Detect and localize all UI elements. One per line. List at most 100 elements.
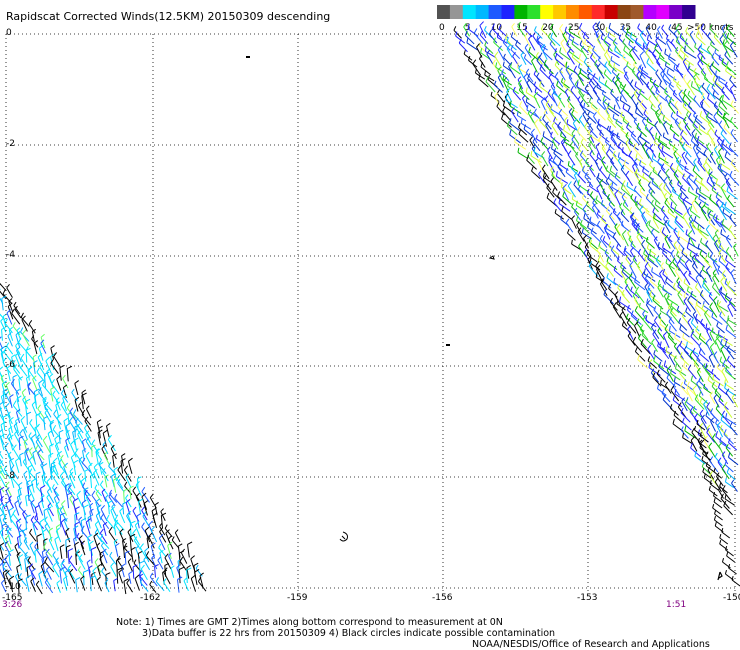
wind-barb-flag — [621, 289, 625, 295]
wind-barb-flag — [673, 241, 677, 246]
wind-barb-flag — [713, 101, 717, 107]
wind-barb-flag — [695, 187, 698, 193]
wind-barb — [724, 54, 734, 65]
wind-barb-flag — [518, 129, 522, 135]
wind-barb-flag — [697, 45, 702, 50]
wind-barb — [2, 391, 5, 404]
wind-barb — [83, 489, 86, 502]
legend-swatch — [501, 5, 515, 19]
wind-barb — [122, 503, 125, 515]
wind-barb-flag — [534, 119, 539, 124]
wind-barb — [102, 524, 107, 536]
wind-barb — [725, 370, 736, 380]
wind-barb-flag — [726, 355, 730, 361]
wind-barb — [533, 112, 542, 122]
wind-barb-flag — [29, 447, 33, 452]
wind-barb-flag — [722, 208, 725, 213]
wind-barb — [541, 155, 549, 167]
wind-barb — [722, 143, 733, 153]
wind-barb — [725, 251, 734, 262]
wind-barb-flag — [641, 116, 646, 122]
wind-barb-flag — [84, 468, 89, 472]
wind-barb — [1, 298, 4, 311]
wind-barb-flag — [694, 303, 699, 308]
wind-barb-flag — [699, 409, 704, 414]
wind-barb-flag — [725, 366, 728, 372]
wind-barb — [538, 173, 545, 184]
wind-barb — [518, 127, 528, 136]
wind-barb-flag — [658, 361, 662, 368]
wind-barb — [9, 460, 12, 473]
wind-barb-flag — [568, 72, 573, 78]
wind-barb-flag — [721, 528, 724, 533]
wind-barb — [688, 117, 698, 129]
wind-barb — [650, 232, 658, 242]
wind-barb-flag — [679, 185, 683, 190]
wind-barb — [47, 506, 54, 517]
wind-barb — [603, 294, 614, 305]
wind-barb — [559, 71, 566, 81]
wind-barb — [666, 369, 674, 382]
wind-barb-flag — [687, 186, 690, 192]
wind-barb-flag — [698, 333, 702, 339]
wind-barb — [28, 323, 36, 334]
wind-barb-flag — [49, 443, 55, 447]
wind-barb-flag — [59, 544, 65, 548]
wind-barb-flag — [715, 215, 718, 221]
wind-barb-flag — [670, 307, 674, 313]
wind-barb — [562, 35, 570, 46]
wind-barb — [167, 539, 174, 550]
wind-barb — [65, 426, 71, 440]
wind-barb-flag — [688, 237, 691, 244]
wind-barb — [721, 205, 731, 214]
wind-barb — [693, 99, 701, 108]
wind-barb — [100, 509, 108, 522]
wind-barb — [622, 120, 632, 128]
wind-barb — [42, 384, 52, 396]
wind-barb-flag — [40, 339, 45, 344]
wind-barb-flag — [552, 187, 555, 193]
wind-barb-flag — [568, 108, 573, 112]
wind-barb-flag — [715, 419, 718, 424]
wind-barb-flag — [689, 205, 693, 211]
wind-barb — [34, 551, 37, 563]
wind-barb — [127, 513, 132, 524]
wind-barb — [95, 515, 102, 529]
wind-barb-flag — [686, 242, 690, 249]
wind-barb-flag — [679, 135, 682, 142]
wind-barb-flag — [701, 462, 705, 467]
wind-barb — [694, 429, 703, 437]
wind-barb — [30, 519, 38, 531]
wind-barb-flag — [611, 182, 614, 188]
wind-barb-flag — [567, 181, 572, 187]
wind-barb — [679, 356, 690, 366]
wind-barb-flag — [199, 572, 204, 577]
wind-barb-flag — [517, 21, 521, 27]
wind-barb — [711, 64, 721, 73]
wind-barb — [158, 537, 166, 551]
wind-barb-flag — [549, 105, 553, 111]
wind-barb-flag — [641, 329, 645, 336]
wind-barb — [610, 161, 618, 171]
wind-barb-flag — [550, 177, 554, 182]
wind-barb — [657, 330, 665, 340]
wind-barb — [690, 295, 702, 305]
wind-barb-flag — [610, 245, 615, 251]
wind-barb-flag — [691, 199, 696, 204]
wind-barb — [159, 531, 167, 543]
wind-barb — [517, 79, 523, 90]
wind-barb-flag — [724, 494, 727, 499]
wind-barb-flag — [609, 297, 613, 303]
wind-barb-flag — [664, 381, 669, 386]
wind-barb-flag — [136, 512, 142, 517]
wind-barb-flag — [164, 562, 170, 566]
wind-barb-flag — [85, 430, 90, 435]
wind-barb-flag — [24, 556, 30, 560]
wind-barb — [690, 336, 700, 346]
wind-barb — [48, 530, 53, 542]
wind-barb-flag — [701, 304, 705, 310]
wind-barb — [692, 225, 703, 234]
wind-barb — [170, 567, 175, 578]
wind-barb-flag — [589, 239, 592, 246]
wind-barb — [682, 177, 691, 187]
